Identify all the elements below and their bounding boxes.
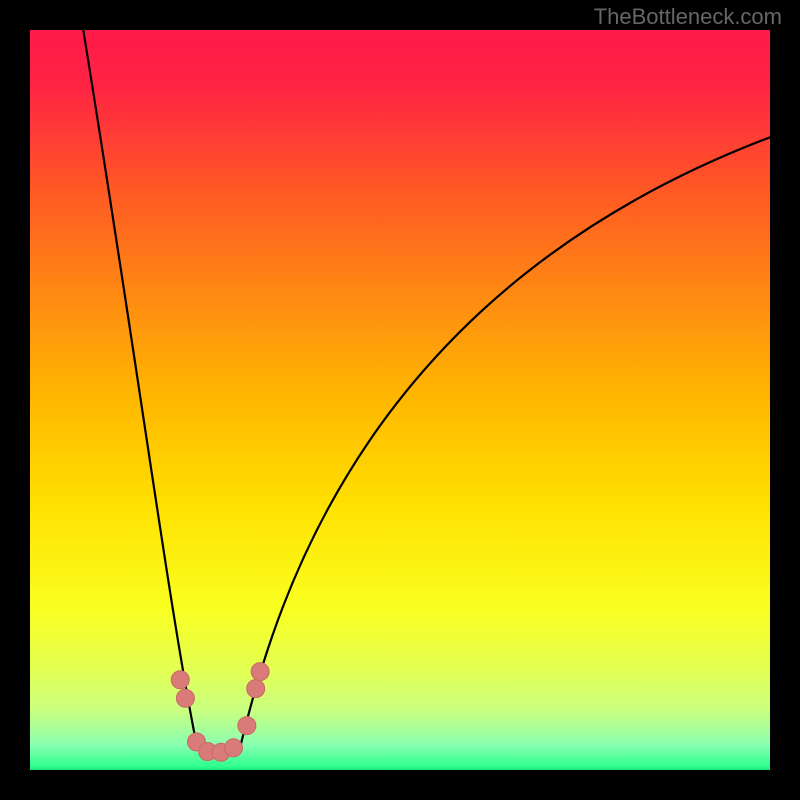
chart-stage: TheBottleneck.com	[0, 0, 800, 800]
data-marker	[176, 689, 194, 707]
chart-svg	[0, 0, 800, 800]
data-marker	[225, 739, 243, 757]
data-marker	[171, 671, 189, 689]
data-marker	[247, 680, 265, 698]
watermark-text: TheBottleneck.com	[594, 4, 782, 30]
data-marker	[238, 717, 256, 735]
data-marker	[251, 663, 269, 681]
